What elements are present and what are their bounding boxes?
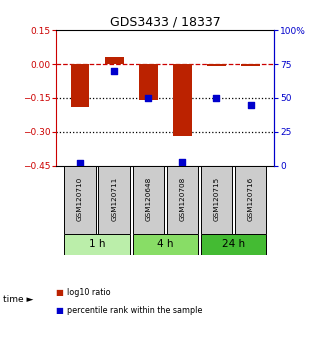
Point <box>146 95 151 101</box>
Text: percentile rank within the sample: percentile rank within the sample <box>67 306 203 315</box>
FancyBboxPatch shape <box>64 234 130 255</box>
FancyBboxPatch shape <box>133 166 164 234</box>
Text: log10 ratio: log10 ratio <box>67 287 111 297</box>
Bar <box>207 64 226 66</box>
Point <box>214 95 219 101</box>
Point <box>248 102 253 108</box>
FancyBboxPatch shape <box>167 166 198 234</box>
Point <box>112 68 117 74</box>
Bar <box>71 64 90 107</box>
Text: GSM120648: GSM120648 <box>145 176 151 221</box>
FancyBboxPatch shape <box>99 166 130 234</box>
Text: 1 h: 1 h <box>89 239 105 249</box>
Bar <box>139 64 158 100</box>
Text: GSM120716: GSM120716 <box>247 176 254 221</box>
Bar <box>105 57 124 64</box>
FancyBboxPatch shape <box>201 166 232 234</box>
Text: GSM120711: GSM120711 <box>111 176 117 221</box>
Point <box>77 160 82 166</box>
Text: ■: ■ <box>56 306 63 315</box>
FancyBboxPatch shape <box>64 166 96 234</box>
Text: GSM120715: GSM120715 <box>213 176 220 221</box>
Point <box>180 159 185 165</box>
Bar <box>173 64 192 136</box>
Text: time ►: time ► <box>3 295 34 304</box>
Text: 24 h: 24 h <box>222 239 245 249</box>
Text: ■: ■ <box>56 287 63 297</box>
Title: GDS3433 / 18337: GDS3433 / 18337 <box>110 16 221 29</box>
Bar <box>241 64 260 66</box>
FancyBboxPatch shape <box>235 166 266 234</box>
Text: 4 h: 4 h <box>157 239 174 249</box>
Text: GSM120708: GSM120708 <box>179 176 185 221</box>
FancyBboxPatch shape <box>201 234 266 255</box>
FancyBboxPatch shape <box>133 234 198 255</box>
Text: GSM120710: GSM120710 <box>77 176 83 221</box>
